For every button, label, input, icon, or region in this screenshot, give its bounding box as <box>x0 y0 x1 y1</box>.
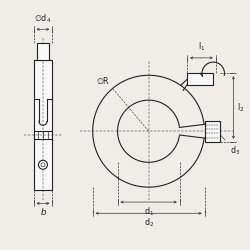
Text: $\emptyset$R: $\emptyset$R <box>96 75 110 86</box>
Bar <box>187 73 213 85</box>
Circle shape <box>38 160 48 169</box>
Text: b: b <box>40 208 46 217</box>
Text: l$_1$: l$_1$ <box>198 41 205 54</box>
Bar <box>37 43 49 60</box>
Text: d$_2$: d$_2$ <box>144 217 154 230</box>
Text: $\emptyset$d$_4$: $\emptyset$d$_4$ <box>34 12 52 25</box>
Text: d$_3$: d$_3$ <box>214 128 240 157</box>
Bar <box>206 121 220 142</box>
Text: d$_1$: d$_1$ <box>144 206 154 218</box>
Text: l$_2$: l$_2$ <box>237 101 244 114</box>
Bar <box>34 60 52 190</box>
Circle shape <box>41 163 45 167</box>
